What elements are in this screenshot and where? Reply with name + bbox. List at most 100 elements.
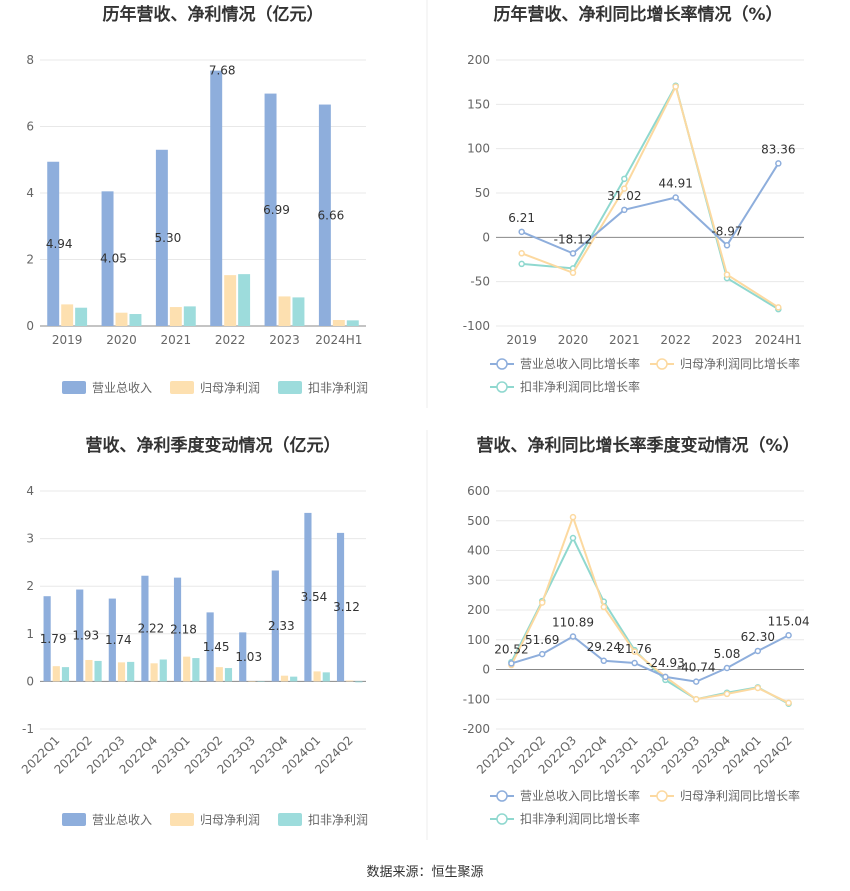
bar (290, 676, 298, 682)
data-point (621, 175, 628, 183)
data-label: 62.30 (741, 630, 775, 644)
data-label: 51.69 (525, 633, 559, 647)
data-point (723, 664, 731, 672)
data-label: 20.52 (494, 642, 528, 656)
bar (76, 589, 84, 682)
y-tick-label: 6 (26, 120, 34, 134)
y-tick-label: -50 (470, 275, 490, 289)
data-label: 44.91 (658, 177, 692, 191)
data-label: 31.02 (607, 189, 641, 203)
data-label: 1.74 (105, 633, 132, 647)
data-point (785, 699, 792, 707)
y-tick-label: 3 (26, 532, 34, 546)
bar (115, 312, 128, 326)
bar (278, 296, 291, 326)
data-point (723, 242, 731, 249)
y-tick-label: 2 (26, 579, 34, 593)
bar (318, 104, 331, 327)
data-label: 5.30 (155, 231, 182, 245)
legend-label: 归母净利润同比增长率 (680, 788, 800, 803)
data-label: 2.18 (170, 623, 197, 637)
y-tick-label: 300 (467, 573, 490, 587)
bar (264, 93, 277, 327)
bar (210, 70, 223, 326)
bar (117, 662, 126, 682)
legend-swatch (170, 381, 194, 394)
legend-label: 扣非净利润 (308, 381, 368, 395)
legend-swatch (62, 813, 86, 826)
bar (336, 532, 345, 682)
legend-label: 营业总收入同比增长率 (520, 356, 640, 371)
data-point (538, 650, 546, 658)
data-point (775, 160, 782, 167)
data-point (692, 678, 700, 685)
bar (346, 320, 359, 326)
data-label: 115.04 (768, 614, 810, 628)
data-point (600, 603, 608, 611)
bar (346, 680, 354, 682)
chart-title: 营收、净利季度变动情况（亿元） (86, 435, 341, 456)
bar (355, 681, 363, 683)
legend-swatch (170, 813, 194, 826)
bar (332, 320, 345, 326)
bar (61, 304, 74, 326)
data-point (518, 228, 525, 236)
data-point (692, 696, 700, 703)
y-tick-label: 2 (26, 253, 34, 267)
x-tick-label: 2021 (161, 333, 192, 347)
data-point (569, 633, 577, 640)
series-line (521, 162, 780, 255)
bar (85, 659, 93, 682)
data-label: 1.93 (72, 628, 99, 642)
legend-label: 营业总收入 (92, 813, 152, 827)
x-tick-label: 2023 (712, 333, 743, 347)
chart-4: 营收、净利同比增长率季度变动情况（%） -200 -100 0 100 200 300 400… (463, 435, 810, 826)
source-text: 数据来源：恒生聚源 (366, 865, 483, 880)
data-point (754, 684, 762, 692)
data-label: -24.93 (646, 656, 685, 670)
legend-label: 扣非净利润同比增长率 (520, 379, 640, 394)
x-tick-label: 2019 (52, 333, 83, 347)
series-line (521, 83, 779, 309)
y-tick-label: 4 (26, 186, 34, 200)
legend-marker (656, 790, 668, 802)
legend-label: 扣非净利润 (308, 813, 368, 827)
chart-title: 历年营收、净利同比增长率情况（%） (493, 4, 782, 25)
x-tick-label: 2020 (106, 333, 137, 347)
data-point (569, 513, 577, 521)
bar (322, 672, 330, 682)
data-point (621, 206, 628, 214)
data-label: 6.99 (263, 203, 290, 217)
legend-label: 营业总收入同比增长率 (520, 788, 640, 803)
data-label: 4.94 (46, 237, 73, 251)
data-label: 5.08 (714, 647, 741, 661)
legend-marker (496, 358, 508, 370)
data-label: 1.03 (235, 650, 262, 664)
data-point (518, 250, 525, 257)
y-tick-label: 8 (26, 53, 34, 67)
y-tick-label: -200 (463, 722, 490, 736)
y-tick-label: 200 (467, 603, 490, 617)
series-line (511, 634, 790, 683)
bar (61, 667, 70, 682)
bar (239, 632, 247, 682)
chart-title: 营收、净利同比增长率季度变动情况（%） (476, 435, 799, 456)
y-tick-label: 100 (467, 142, 490, 156)
y-tick-label: -100 (463, 319, 490, 333)
bar (206, 612, 214, 682)
data-point (672, 194, 679, 201)
chart-title: 历年营收、净利情况（亿元） (103, 4, 324, 25)
data-point (723, 690, 731, 698)
data-label: 4.05 (100, 252, 127, 266)
y-tick-label: 50 (475, 186, 490, 200)
legend-label: 归母净利润 (200, 813, 260, 827)
legend: 营业总收入 归母净利润 扣非净利润 (62, 381, 368, 395)
legend-swatch (278, 813, 302, 826)
x-tick-label: 2023 (269, 333, 300, 347)
data-label: 3.54 (301, 590, 328, 604)
data-point (569, 250, 577, 257)
chart-3: 营收、净利季度变动情况（亿元）-1012342022Q12022Q22022Q3… (19, 435, 368, 827)
y-tick-label: 500 (467, 514, 490, 528)
data-point (569, 534, 577, 542)
bar (304, 512, 312, 682)
